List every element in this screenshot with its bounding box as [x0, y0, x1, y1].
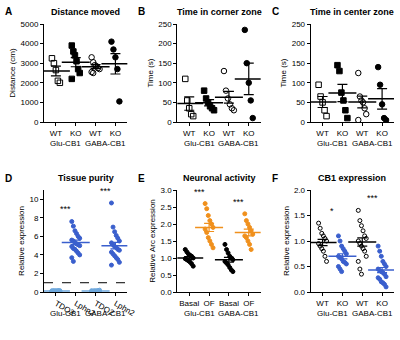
svg-text:150: 150	[158, 59, 172, 68]
svg-text:Lphn2: Lphn2	[112, 299, 136, 318]
svg-text:GABA-CB1: GABA-CB1	[218, 309, 259, 318]
svg-text:50: 50	[296, 98, 305, 107]
svg-text:KO: KO	[243, 129, 255, 138]
svg-text:0: 0	[34, 118, 39, 127]
svg-text:Tissue purity: Tissue purity	[58, 173, 114, 183]
svg-text:10: 10	[29, 195, 38, 204]
svg-text:WT: WT	[316, 129, 329, 138]
svg-text:3.0: 3.0	[161, 186, 173, 195]
svg-text:Relative Arc expression: Relative Arc expression	[148, 199, 157, 283]
svg-text:4000: 4000	[21, 39, 39, 48]
svg-text:WT: WT	[356, 129, 369, 138]
svg-text:Distance moved: Distance moved	[51, 7, 120, 17]
svg-text:1.0: 1.0	[294, 237, 306, 246]
svg-text:6: 6	[34, 232, 39, 241]
svg-text:4: 4	[34, 251, 39, 260]
svg-text:D: D	[5, 173, 12, 184]
svg-text:250: 250	[292, 20, 306, 29]
svg-text:***: ***	[100, 186, 111, 196]
svg-text:8: 8	[34, 214, 39, 223]
svg-text:Relative expression: Relative expression	[282, 206, 291, 276]
svg-text:2.5: 2.5	[161, 203, 173, 212]
svg-text:WT: WT	[223, 129, 236, 138]
svg-text:Neuronal activity: Neuronal activity	[183, 173, 256, 183]
svg-text:Time in center zone: Time in center zone	[310, 7, 394, 17]
svg-text:250: 250	[158, 20, 172, 29]
svg-text:GABA-CB1: GABA-CB1	[218, 139, 259, 148]
svg-text:WT: WT	[183, 129, 196, 138]
svg-text:Glu-CB1: Glu-CB1	[50, 139, 81, 148]
svg-text:0.0: 0.0	[294, 288, 306, 297]
svg-text:OF: OF	[204, 299, 215, 308]
svg-text:0.5: 0.5	[294, 262, 306, 271]
svg-text:1.5: 1.5	[161, 237, 173, 246]
svg-text:GABA-CB1: GABA-CB1	[85, 139, 126, 148]
svg-text:Glu-CB1: Glu-CB1	[184, 309, 215, 318]
svg-text:GABA-CB1: GABA-CB1	[85, 309, 126, 318]
svg-text:WT: WT	[316, 299, 329, 308]
svg-text:50: 50	[163, 98, 172, 107]
svg-text:***: ***	[367, 193, 378, 203]
svg-text:2: 2	[34, 269, 39, 278]
svg-text:Time (s): Time (s)	[279, 58, 288, 87]
svg-text:WT: WT	[356, 299, 369, 308]
svg-text:*: *	[330, 206, 334, 216]
svg-text:2.0: 2.0	[294, 186, 306, 195]
svg-text:Glu-CB1: Glu-CB1	[50, 309, 81, 318]
svg-text:GABA-CB1: GABA-CB1	[352, 139, 393, 148]
svg-text:1000: 1000	[21, 98, 39, 107]
svg-text:2.0: 2.0	[161, 220, 173, 229]
svg-text:0.0: 0.0	[161, 288, 173, 297]
svg-text:TDO2: TDO2	[53, 299, 76, 318]
svg-text:2000: 2000	[21, 79, 39, 88]
svg-text:150: 150	[292, 59, 306, 68]
svg-text:Basal: Basal	[219, 299, 239, 308]
svg-text:KO: KO	[70, 129, 82, 138]
svg-text:TDO2: TDO2	[93, 299, 116, 318]
svg-text:***: ***	[60, 204, 71, 214]
svg-text:KO: KO	[203, 129, 215, 138]
svg-text:KO: KO	[110, 129, 122, 138]
svg-text:***: ***	[194, 187, 205, 197]
svg-text:1.5: 1.5	[294, 211, 306, 220]
svg-text:E: E	[138, 173, 145, 184]
svg-text:0.5: 0.5	[161, 271, 173, 280]
svg-text:B: B	[138, 6, 145, 17]
svg-text:C: C	[272, 6, 279, 17]
svg-text:KO: KO	[376, 129, 388, 138]
svg-text:3000: 3000	[21, 59, 39, 68]
svg-text:WT: WT	[50, 129, 63, 138]
svg-text:200: 200	[292, 39, 306, 48]
svg-text:CB1 expression: CB1 expression	[318, 173, 386, 183]
svg-text:100: 100	[292, 79, 306, 88]
svg-text:Distance (cm): Distance (cm)	[8, 48, 17, 98]
svg-text:1.0: 1.0	[161, 254, 173, 263]
svg-text:Basal: Basal	[179, 299, 199, 308]
svg-text:KO: KO	[337, 299, 349, 308]
svg-text:5000: 5000	[21, 20, 39, 29]
svg-text:Glu-CB1: Glu-CB1	[184, 139, 215, 148]
svg-text:200: 200	[158, 39, 172, 48]
svg-text:Lphn2: Lphn2	[73, 299, 97, 318]
svg-text:KO: KO	[337, 129, 349, 138]
svg-text:0: 0	[301, 118, 306, 127]
svg-text:Time in corner zone: Time in corner zone	[177, 7, 262, 17]
svg-text:F: F	[272, 173, 278, 184]
svg-text:Time (s): Time (s)	[146, 58, 155, 87]
svg-text:Glu-CB1: Glu-CB1	[317, 309, 348, 318]
svg-text:Relative expression: Relative expression	[17, 206, 26, 276]
svg-text:GABA-CB1: GABA-CB1	[352, 309, 393, 318]
svg-text:100: 100	[158, 79, 172, 88]
svg-text:***: ***	[233, 197, 244, 207]
svg-text:0: 0	[34, 288, 39, 297]
svg-text:Glu-CB1: Glu-CB1	[317, 139, 348, 148]
svg-text:0: 0	[167, 118, 172, 127]
svg-text:WT: WT	[89, 129, 102, 138]
svg-text:OF: OF	[243, 299, 254, 308]
svg-text:A: A	[5, 6, 12, 17]
svg-text:KO: KO	[376, 299, 388, 308]
